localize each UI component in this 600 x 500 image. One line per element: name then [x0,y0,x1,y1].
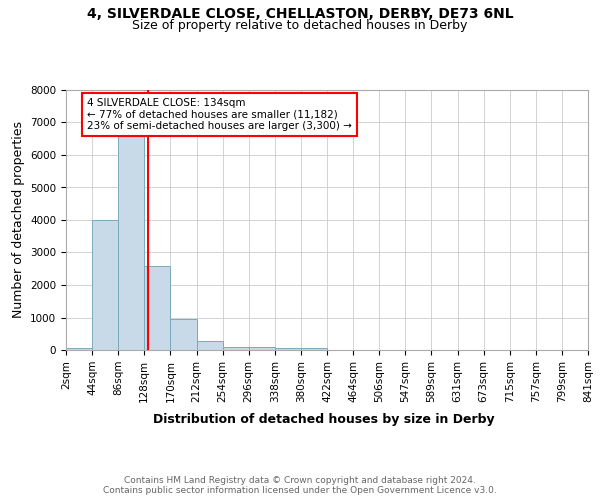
Text: Size of property relative to detached houses in Derby: Size of property relative to detached ho… [133,19,467,32]
Text: 4 SILVERDALE CLOSE: 134sqm
← 77% of detached houses are smaller (11,182)
23% of : 4 SILVERDALE CLOSE: 134sqm ← 77% of deta… [87,98,352,131]
Bar [145,266,170,350]
Bar [92,220,118,350]
Bar [301,348,327,350]
Bar [249,348,275,350]
Bar [170,319,197,350]
Bar [197,341,223,350]
Y-axis label: Number of detached properties: Number of detached properties [11,122,25,318]
Bar [223,347,249,350]
Text: Distribution of detached houses by size in Derby: Distribution of detached houses by size … [153,412,495,426]
Bar [66,348,92,350]
Text: 4, SILVERDALE CLOSE, CHELLASTON, DERBY, DE73 6NL: 4, SILVERDALE CLOSE, CHELLASTON, DERBY, … [86,8,514,22]
Text: Contains HM Land Registry data © Crown copyright and database right 2024.
Contai: Contains HM Land Registry data © Crown c… [103,476,497,495]
Bar [118,136,145,350]
Bar [275,348,301,350]
